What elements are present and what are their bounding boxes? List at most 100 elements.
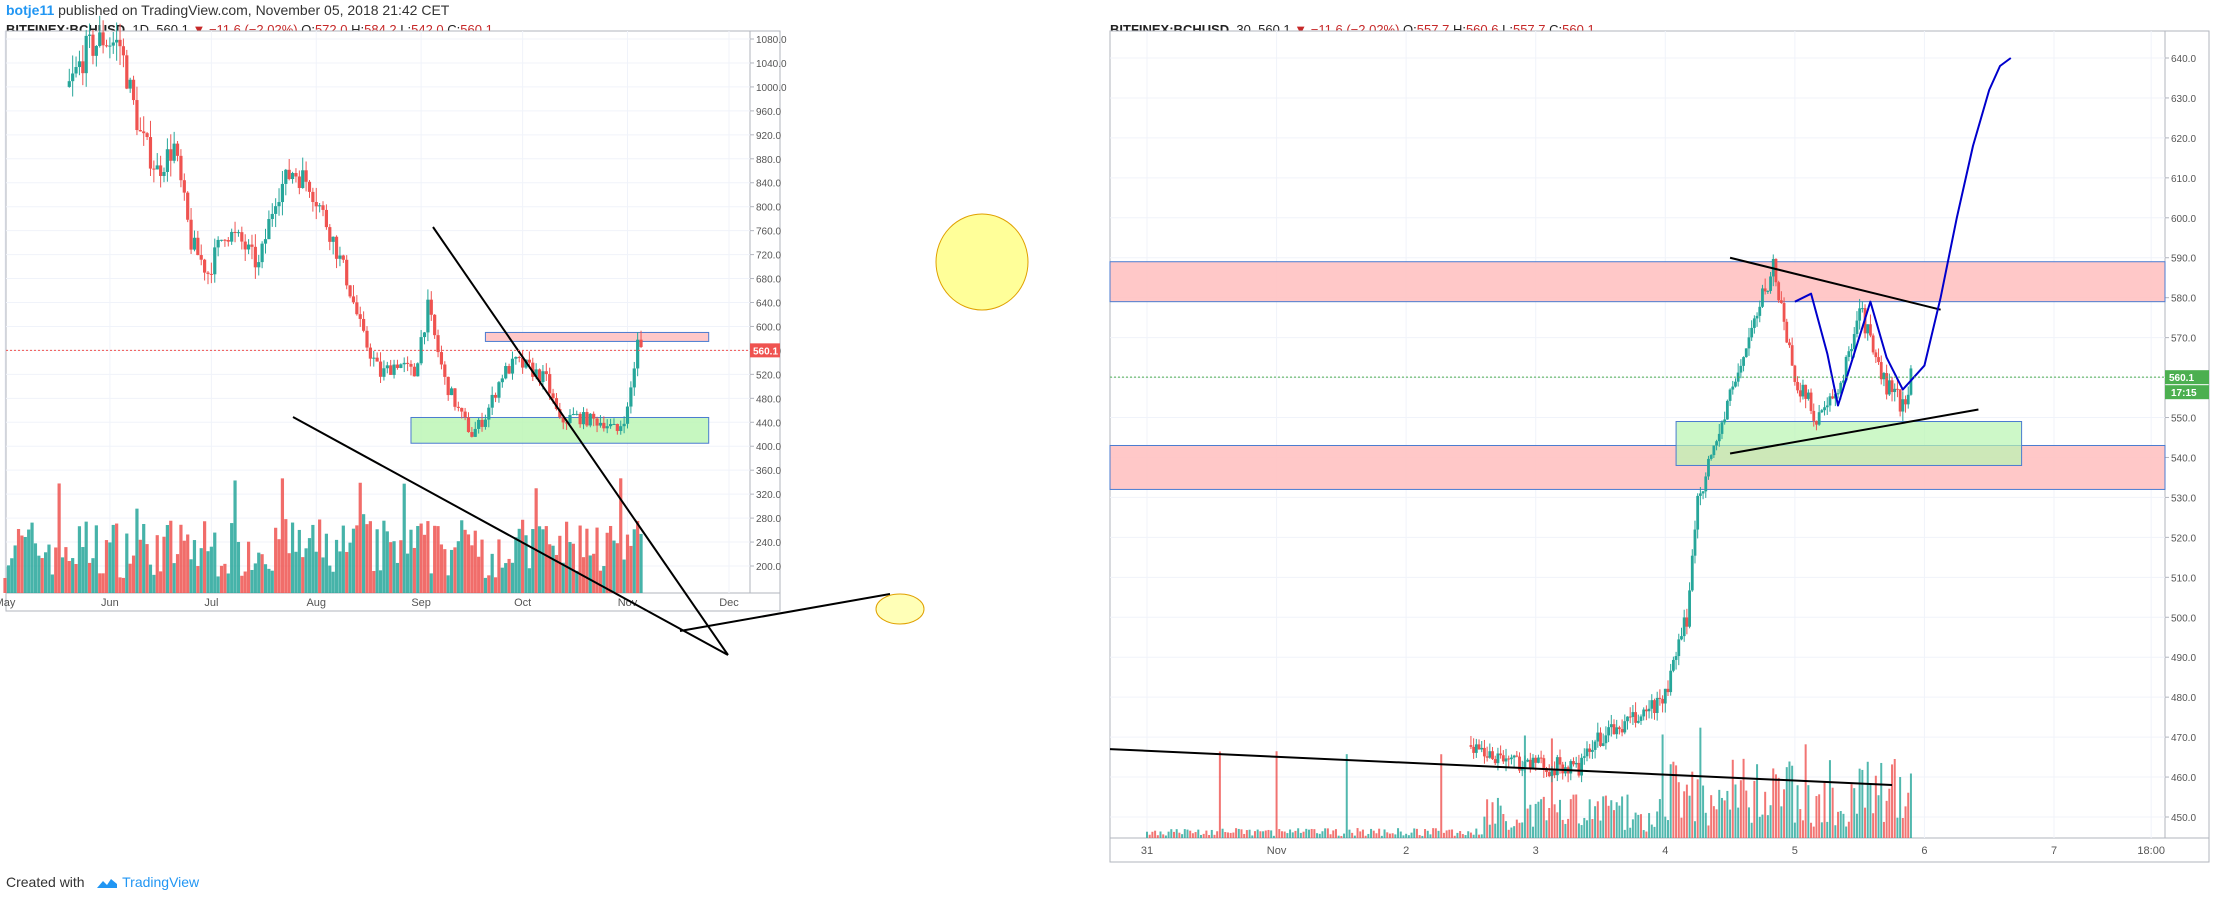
- left-y-tick-label: 280.0: [756, 514, 781, 525]
- left-candle: [236, 232, 241, 234]
- right-volume-bar: [1599, 820, 1602, 838]
- left-volume-bar: [636, 520, 640, 593]
- created-with-text: Created with: [6, 874, 85, 890]
- right-volume-bar: [1891, 764, 1894, 838]
- left-volume-bar: [345, 551, 349, 593]
- left-candle: [131, 79, 136, 101]
- left-candle: [571, 413, 575, 416]
- right-candle: [1572, 761, 1575, 765]
- left-volume-bar: [71, 558, 75, 593]
- right-countdown-badge: [2165, 385, 2209, 400]
- right-projection-path: [1794, 57, 2012, 407]
- left-candle: [625, 406, 630, 424]
- right-volume-bar: [1675, 765, 1678, 838]
- left-volume-bar: [297, 529, 301, 593]
- left-candle: [216, 239, 220, 248]
- left-volume-bar: [470, 545, 474, 593]
- right-volume-bar: [1756, 764, 1759, 838]
- left-volume-bar: [554, 554, 559, 593]
- right-countdown-label: 17:15: [2171, 388, 2197, 399]
- right-candle: [1612, 724, 1616, 735]
- right-volume-bar: [1810, 822, 1813, 838]
- right-volume-bar: [1837, 811, 1840, 838]
- right-volume-bar: [1820, 822, 1823, 838]
- left-candle: [115, 39, 119, 43]
- left-volume-bar: [94, 525, 98, 593]
- left-candle: [517, 356, 521, 358]
- right-y-tick-label: 580.0: [2171, 294, 2196, 305]
- left-x-tick-label: Dec: [719, 597, 739, 609]
- right-volume-bar: [1783, 789, 1786, 838]
- right-candle: [1510, 757, 1513, 760]
- left-candle: [629, 387, 633, 407]
- right-volume-bar: [1388, 833, 1391, 838]
- left-candle: [636, 339, 640, 369]
- left-volume-bar: [165, 525, 169, 593]
- left-volume-bar: [324, 533, 329, 593]
- left-candle: [581, 412, 586, 425]
- right-candle: [1874, 352, 1878, 358]
- left-candle: [81, 61, 85, 74]
- right-volume-bar: [1480, 834, 1483, 838]
- left-volume-bar: [334, 539, 339, 593]
- right-volume-bar: [1828, 760, 1831, 838]
- left-candle: [348, 285, 352, 297]
- left-volume-bar: [43, 552, 48, 593]
- right-volume-bar: [1777, 777, 1780, 838]
- right-candle: [1852, 334, 1856, 350]
- right-volume-bar: [1421, 835, 1424, 838]
- right-volume-bar: [1359, 831, 1362, 838]
- left-candle: [230, 231, 234, 242]
- left-volume-bar: [236, 541, 241, 593]
- username-link[interactable]: botje11: [6, 2, 55, 18]
- right-volume-bar: [1707, 825, 1710, 838]
- left-volume-bar: [416, 526, 420, 593]
- left-volume-bar: [436, 526, 440, 593]
- right-y-tick-label: 520.0: [2171, 533, 2196, 544]
- right-candle: [1896, 388, 1899, 390]
- left-volume-bar: [629, 545, 633, 593]
- tradingview-brand[interactable]: TradingView: [96, 874, 199, 890]
- right-volume-bar: [1623, 829, 1626, 838]
- right-volume-bar: [1229, 832, 1232, 838]
- right-candle: [1798, 390, 1802, 397]
- right-volume-bar: [1812, 826, 1815, 838]
- right-volume-bar: [1529, 804, 1532, 838]
- left-candle: [372, 357, 376, 359]
- left-candle: [463, 411, 467, 418]
- right-candle: [1472, 746, 1476, 753]
- left-volume-bar: [490, 553, 494, 593]
- left-candle: [548, 374, 552, 394]
- right-volume-bar: [1407, 835, 1410, 838]
- left-candle: [94, 45, 98, 56]
- right-volume-bar: [1909, 773, 1912, 838]
- left-candle: [602, 422, 606, 429]
- left-volume-bar: [443, 549, 447, 593]
- right-volume-bar: [1218, 751, 1221, 838]
- right-candle: [1696, 495, 1700, 530]
- right-volume-bar: [1499, 805, 1502, 838]
- left-volume-bar: [632, 529, 636, 593]
- right-volume-bar: [1907, 792, 1910, 838]
- right-volume-bar: [1256, 829, 1259, 838]
- right-volume-bar: [1410, 832, 1413, 838]
- left-volume-bar: [466, 534, 471, 593]
- left-candle: [165, 149, 169, 172]
- right-volume-bar: [1861, 769, 1864, 838]
- left-volume-bar: [426, 521, 430, 593]
- left-candle: [277, 202, 281, 207]
- left-volume-bar: [104, 540, 109, 593]
- left-volume-bar: [138, 539, 142, 593]
- left-y-tick-label: 640.0: [756, 299, 781, 310]
- right-x-tick-label: 2: [1403, 845, 1409, 857]
- right-volume-bar: [1405, 833, 1408, 838]
- right-volume-bar: [1224, 832, 1227, 838]
- left-volume-bar: [619, 478, 623, 593]
- left-price-badge-label: 560.1: [753, 346, 778, 357]
- right-volume-bar: [1429, 834, 1432, 838]
- left-volume-bar: [422, 534, 427, 593]
- left-volume-bar: [595, 527, 599, 593]
- left-candle: [527, 359, 531, 363]
- left-candle: [77, 61, 82, 68]
